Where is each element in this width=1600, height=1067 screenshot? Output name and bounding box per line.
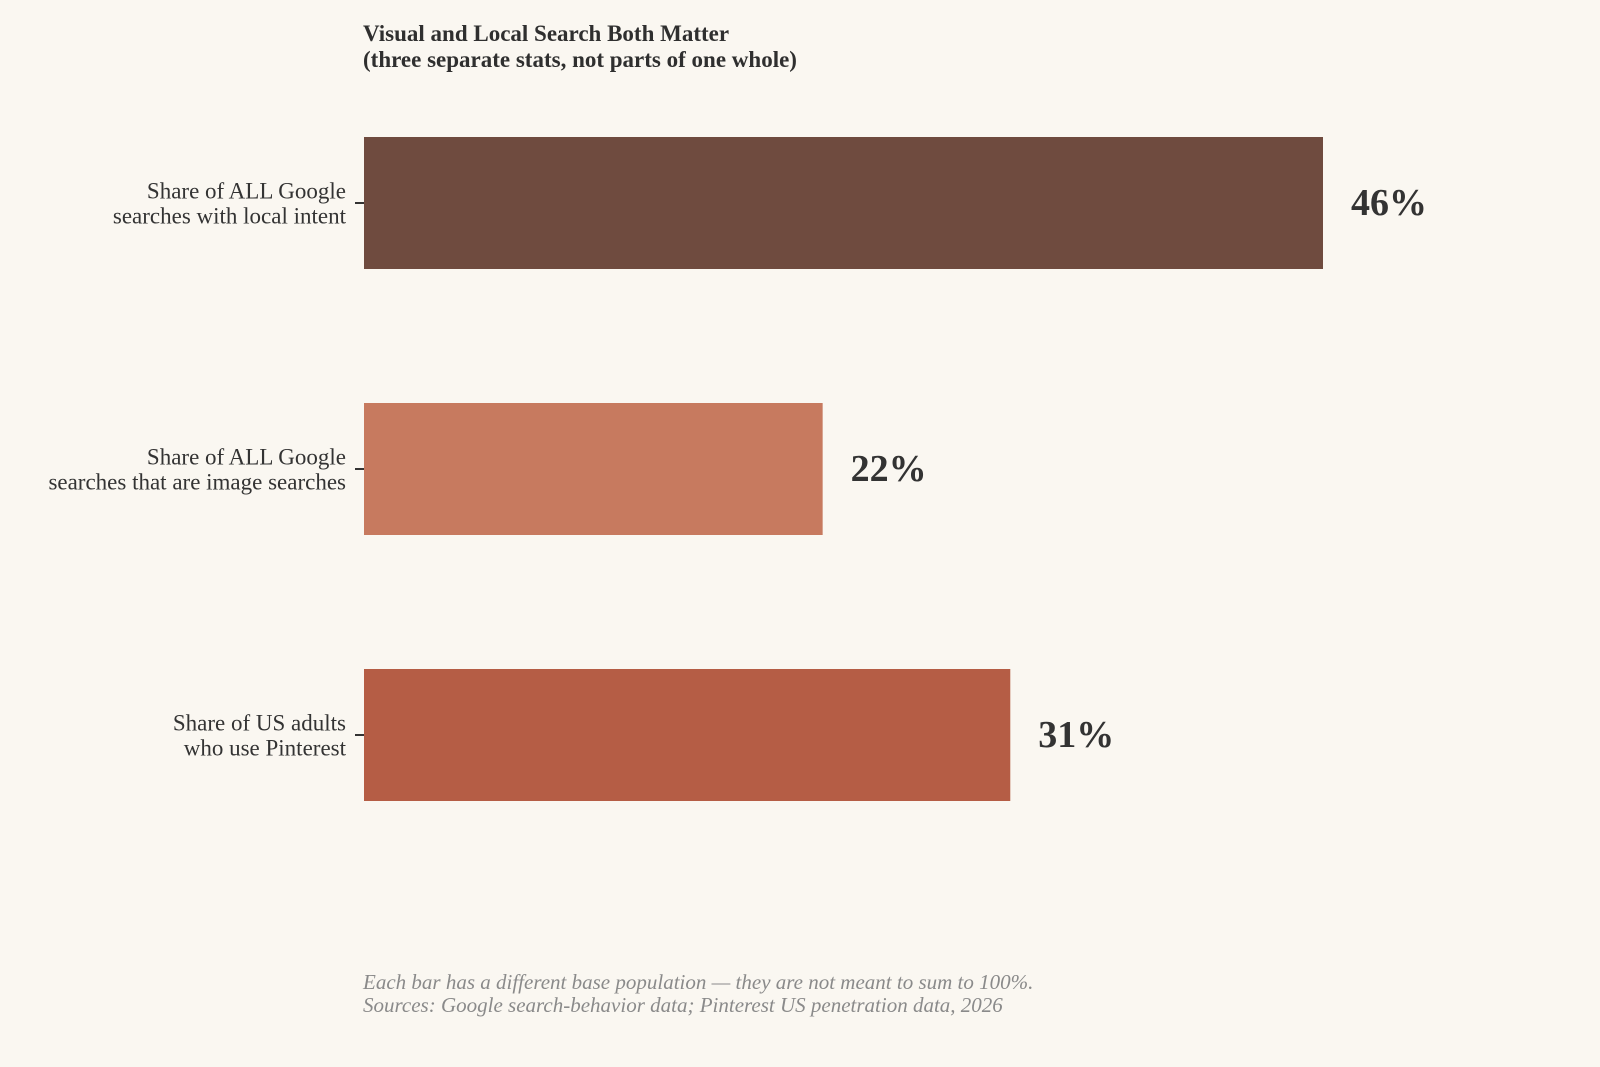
chart-title: Visual and Local Search Both Matter (thr… xyxy=(363,21,797,73)
bar-2 xyxy=(364,403,823,535)
data-label-1: 46% xyxy=(1351,182,1427,224)
y-tick-label-2-line-1: Share of ALL Google xyxy=(147,445,346,470)
y-tick-label-2-line-2: searches that are image searches xyxy=(48,470,346,495)
y-tick-label-1-line-2: searches with local intent xyxy=(113,204,347,229)
chart-footnote: Each bar has a different base population… xyxy=(363,971,1033,1017)
bar-1 xyxy=(364,137,1323,269)
y-tick-label-3-line-1: Share of US adults xyxy=(173,711,346,736)
y-tick-label-3-line-2: who use Pinterest xyxy=(184,736,347,761)
data-label-2: 22% xyxy=(851,448,927,490)
data-label-3: 31% xyxy=(1038,714,1114,756)
footnote-line-2: Sources: Google search-behavior data; Pi… xyxy=(363,993,1003,1017)
footnote-line-1: Each bar has a different base population… xyxy=(363,970,1034,994)
chart-subtitle: (three separate stats, not parts of one … xyxy=(363,47,797,72)
chart-title-main: Visual and Local Search Both Matter xyxy=(363,21,730,46)
bar-3 xyxy=(364,669,1011,801)
y-tick-label-1-line-1: Share of ALL Google xyxy=(147,179,346,204)
